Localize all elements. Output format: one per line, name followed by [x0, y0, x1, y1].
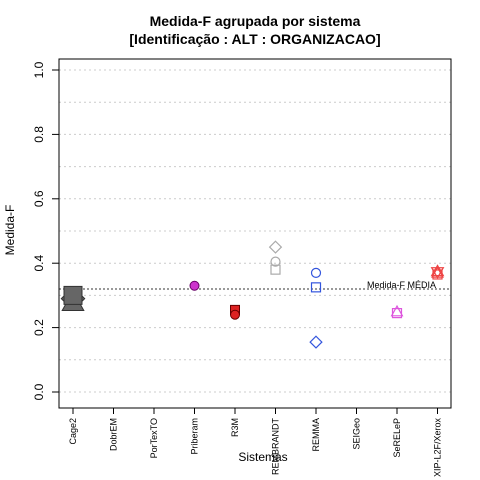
y-axis: 0.0 0.2 0.4 0.6 0.8 1.0 — [32, 61, 59, 400]
point-triangle — [390, 304, 404, 317]
reference-line-label: Medida-F MÉDIA — [367, 280, 436, 290]
point-circle — [230, 309, 240, 320]
point-square — [63, 285, 83, 305]
x-tick-label: REMBRANDT — [271, 418, 281, 476]
data-points — [60, 240, 445, 349]
point-circle — [270, 256, 281, 267]
chart-title-line1: Medida-F agrupada por sistema — [150, 13, 361, 29]
y-axis-label: Medida-F — [3, 205, 17, 256]
x-axis-label: Sistemas — [238, 450, 287, 464]
plot-frame — [58, 58, 452, 409]
x-tick-label: Priberam — [190, 418, 200, 455]
point-square — [310, 282, 322, 293]
x-tick-label: XIP-L2F/Xerox — [433, 418, 443, 478]
y-tick-label: 0.2 — [32, 319, 46, 336]
y-tick-label: 0.4 — [32, 255, 46, 272]
chart-title-line2: [Identificação : ALT : ORGANIZACAO] — [129, 31, 380, 47]
y-tick-label: 0.0 — [32, 383, 46, 400]
point-square — [432, 269, 443, 280]
x-axis: Cage2 DobrEM PorTexTO Priberam R3M REMBRANDT R… — [68, 408, 443, 477]
point-circle — [189, 280, 200, 291]
x-tick-label: SEIGeo — [352, 418, 362, 450]
point-diamond — [309, 335, 323, 349]
point-circle — [310, 267, 322, 278]
x-tick-label: DobrEM — [109, 418, 119, 451]
y-tick-label: 0.6 — [32, 190, 46, 207]
y-tick-label: 1.0 — [32, 61, 46, 78]
reference-line-group: Medida-F MÉDIA — [59, 280, 451, 290]
x-tick-label: SeRELeP — [392, 418, 402, 458]
x-tick-label: R3M — [230, 418, 240, 437]
x-tick-label: PorTexTO — [149, 418, 159, 458]
point-square — [270, 264, 281, 275]
gridlines — [59, 69, 451, 393]
point-triangle — [431, 266, 444, 278]
x-tick-label: REMMA — [311, 418, 321, 452]
point-square — [391, 308, 403, 319]
x-tick-label: Cage2 — [68, 418, 78, 445]
point-diamond — [268, 240, 283, 254]
y-tick-label: 0.8 — [32, 126, 46, 143]
